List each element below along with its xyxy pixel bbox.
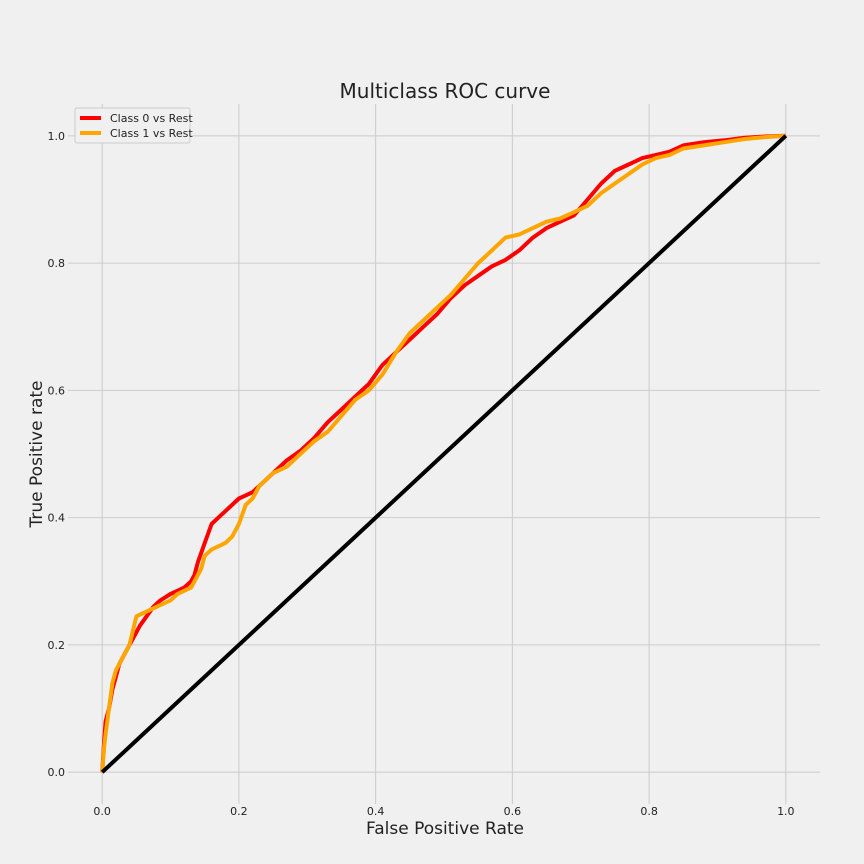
x-tick-label: 0.2 xyxy=(230,805,248,818)
series-line-class-0-vs-rest xyxy=(100,133,786,773)
series-line-class-1-vs-rest xyxy=(100,133,786,773)
x-tick-label: 0.8 xyxy=(640,805,658,818)
y-tick-label: 0.8 xyxy=(48,257,66,270)
y-tick-label: 0.0 xyxy=(48,766,66,779)
x-tick-label: 0.4 xyxy=(367,805,385,818)
y-tick-label: 0.6 xyxy=(48,384,66,397)
legend-label-class-1: Class 1 vs Rest xyxy=(110,127,193,140)
x-tick-label: 0.6 xyxy=(504,805,522,818)
legend-box xyxy=(74,107,191,144)
x-tick-label: 0.0 xyxy=(93,805,111,818)
y-tick-label: 0.4 xyxy=(48,512,66,525)
diagonal-reference-line xyxy=(100,134,788,774)
x-axis-label: False Positive Rate xyxy=(366,819,524,839)
legend-label-class-0: Class 0 vs Rest xyxy=(110,112,193,125)
grid xyxy=(68,104,820,804)
x-tick-label: 1.0 xyxy=(777,805,795,818)
y-tick-label: 0.2 xyxy=(48,639,66,652)
chart-title: Multiclass ROC curve xyxy=(340,79,551,103)
y-tick-label: 1.0 xyxy=(48,130,66,143)
series-group xyxy=(100,133,788,774)
y-axis-label: True Positive rate xyxy=(27,381,47,529)
y-tick-labels: 0.0 0.2 0.4 0.6 0.8 1.0 xyxy=(48,130,66,779)
legend: Class 0 vs Rest Class 1 vs Rest xyxy=(74,107,193,144)
x-tick-labels: 0.0 0.2 0.4 0.6 0.8 1.0 xyxy=(93,805,794,818)
